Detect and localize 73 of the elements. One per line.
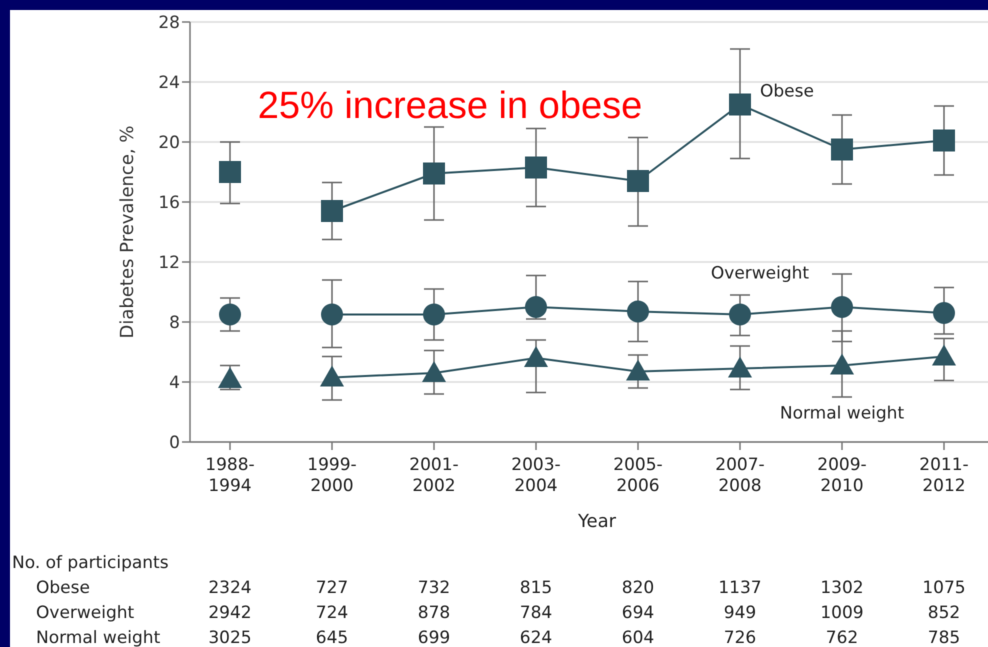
y-tick-label: 28 — [158, 12, 180, 33]
text: 604 — [622, 628, 654, 647]
text: 949 — [724, 603, 756, 623]
y-tick-label: 8 — [169, 312, 180, 333]
point — [728, 356, 752, 378]
annotation: 25% increase in obese — [258, 85, 642, 127]
text: Obese — [36, 578, 90, 598]
text: 762 — [826, 628, 858, 647]
series-label: Overweight — [710, 264, 810, 284]
text: 1302 — [820, 578, 864, 598]
point — [831, 138, 853, 160]
text: No. of participants — [12, 553, 169, 573]
point — [626, 360, 650, 380]
point — [423, 162, 445, 184]
x-tick-label: 1999-2000 — [307, 455, 357, 496]
x-tick-label: 2011-2012 — [919, 455, 969, 496]
x-tick-label: 2009-2010 — [817, 455, 867, 496]
x-axis-title: Year — [576, 511, 617, 532]
text: 1075 — [922, 578, 966, 598]
y-axis-title: Diabetes Prevalence, % — [117, 126, 138, 338]
text: 732 — [418, 578, 450, 598]
point — [525, 156, 547, 178]
point — [320, 366, 344, 386]
text: 784 — [520, 603, 552, 623]
y-tick-label: 0 — [169, 432, 180, 453]
y-tick-label: 12 — [158, 252, 180, 273]
text: 878 — [418, 603, 450, 623]
y-tick-label: 16 — [158, 192, 180, 213]
series-label: Obese — [760, 82, 814, 102]
text: Normal weight — [780, 404, 904, 424]
point — [627, 300, 649, 322]
point — [525, 296, 547, 318]
x-tick-label: 1988-1994 — [205, 455, 255, 496]
text: 727 — [316, 578, 348, 598]
point — [729, 304, 751, 326]
text: Normal weight — [36, 628, 161, 647]
text: 3025 — [208, 628, 252, 647]
point — [933, 130, 955, 152]
x-tick-label: 2001-2002 — [409, 455, 459, 496]
text: 645 — [316, 628, 348, 647]
point — [627, 170, 649, 192]
x-tick-label: 2003-2004 — [511, 455, 561, 496]
text: 694 — [622, 603, 654, 623]
point — [219, 304, 241, 326]
text: 2324 — [208, 578, 252, 598]
text: 785 — [928, 628, 960, 647]
y-tick-label: 24 — [158, 72, 180, 93]
y-tick-label: 20 — [158, 132, 180, 153]
text: Overweight — [36, 603, 135, 623]
point — [321, 200, 343, 222]
text: 815 — [520, 578, 552, 598]
point — [830, 354, 854, 374]
point — [219, 161, 241, 183]
text: 726 — [724, 628, 756, 647]
text: 1009 — [820, 603, 864, 623]
point — [933, 302, 955, 324]
x-tick-label: 2007-2008 — [715, 455, 765, 496]
text: 2942 — [208, 603, 252, 623]
point — [321, 304, 343, 326]
text: 820 — [622, 578, 654, 598]
x-tick-label: 2005-2006 — [613, 455, 663, 496]
text: 1137 — [718, 578, 762, 598]
text: 699 — [418, 628, 450, 647]
point — [729, 94, 751, 116]
point — [932, 344, 956, 366]
text: 624 — [520, 628, 552, 647]
point — [524, 346, 548, 367]
y-tick-label: 4 — [169, 372, 180, 393]
text: 852 — [928, 603, 960, 623]
point — [831, 296, 853, 318]
point — [422, 361, 446, 382]
text: 724 — [316, 603, 348, 623]
point — [423, 304, 445, 326]
